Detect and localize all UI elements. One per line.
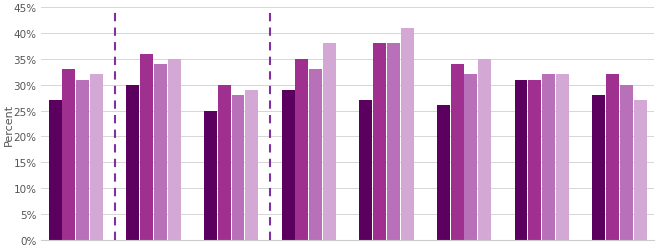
Bar	[154, 65, 167, 240]
Bar	[606, 75, 619, 240]
Bar	[204, 111, 217, 240]
Bar	[478, 60, 492, 240]
Bar	[373, 44, 386, 240]
Bar	[528, 80, 542, 240]
Bar	[401, 29, 414, 240]
Bar	[295, 60, 309, 240]
Bar	[126, 86, 139, 240]
Bar	[634, 101, 647, 240]
Bar	[168, 60, 181, 240]
Y-axis label: Percent: Percent	[4, 103, 14, 145]
Bar	[218, 86, 231, 240]
Bar	[309, 70, 322, 240]
Bar	[232, 96, 245, 240]
Bar	[90, 75, 103, 240]
Bar	[282, 90, 295, 240]
Bar	[245, 90, 259, 240]
Bar	[592, 96, 605, 240]
Bar	[620, 86, 633, 240]
Bar	[556, 75, 569, 240]
Bar	[437, 106, 450, 240]
Bar	[49, 101, 62, 240]
Bar	[140, 54, 153, 240]
Bar	[63, 70, 76, 240]
Bar	[359, 101, 372, 240]
Bar	[323, 44, 336, 240]
Bar	[515, 80, 528, 240]
Bar	[451, 65, 464, 240]
Bar	[465, 75, 478, 240]
Bar	[76, 80, 89, 240]
Bar	[542, 75, 555, 240]
Bar	[387, 44, 400, 240]
